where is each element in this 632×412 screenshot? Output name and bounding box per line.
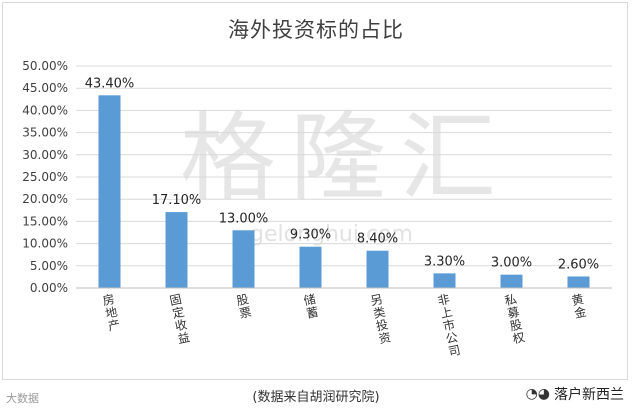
bar — [299, 246, 322, 288]
data-label: 3.00% — [491, 256, 532, 271]
bar — [433, 273, 456, 288]
category-label: 非上市公司 — [436, 292, 461, 359]
y-tick-label: 15.00% — [22, 214, 68, 228]
y-tick-label: 40.00% — [22, 103, 68, 117]
y-tick-label: 30.00% — [22, 148, 68, 162]
bar — [232, 230, 255, 288]
data-label: 13.00% — [219, 211, 269, 226]
y-tick-label: 25.00% — [22, 170, 68, 184]
category-label: 股票 — [235, 292, 252, 321]
bar — [165, 212, 188, 288]
y-tick-label: 5.00% — [30, 259, 68, 273]
bar — [567, 276, 590, 288]
data-label: 17.10% — [152, 193, 202, 208]
source-note: (数据来自胡润研究院) — [252, 390, 380, 405]
bar — [500, 274, 523, 288]
wechat-account-name: 落户新西兰 — [554, 387, 624, 403]
y-tick-label: 0.00% — [30, 281, 68, 295]
category-label: 另类投资 — [369, 292, 392, 346]
y-tick-label: 35.00% — [22, 126, 68, 140]
y-tick-label: 20.00% — [22, 192, 68, 206]
wechat-icon: ◔◕ — [525, 386, 550, 402]
data-label: 8.40% — [357, 232, 398, 247]
bar — [366, 250, 389, 288]
category-label: 私募股权 — [503, 292, 526, 346]
category-label: 储蓄 — [302, 291, 320, 321]
category-label: 固定收益 — [168, 292, 191, 346]
category-label: 黄金 — [570, 292, 587, 321]
y-tick-label: 10.00% — [22, 237, 68, 251]
category-label: 房地产 — [101, 291, 121, 334]
data-label: 9.30% — [290, 228, 331, 243]
data-label: 3.30% — [424, 254, 465, 269]
wechat-account: ◔◕ 落户新西兰 — [526, 384, 624, 404]
bar-chart: 0.00% 5.00% 10.00% 15.00% 20.00% 25.00% 30.00%… — [22, 59, 612, 359]
data-label: 2.60% — [558, 257, 599, 272]
weibo-watermark: 大数据 — [6, 392, 39, 405]
bar — [98, 95, 121, 288]
chart-title: 海外投资标的占比 — [228, 18, 404, 42]
y-tick-label: 50.00% — [22, 59, 68, 73]
y-tick-label: 45.00% — [22, 81, 68, 95]
data-label: 43.40% — [85, 76, 135, 91]
